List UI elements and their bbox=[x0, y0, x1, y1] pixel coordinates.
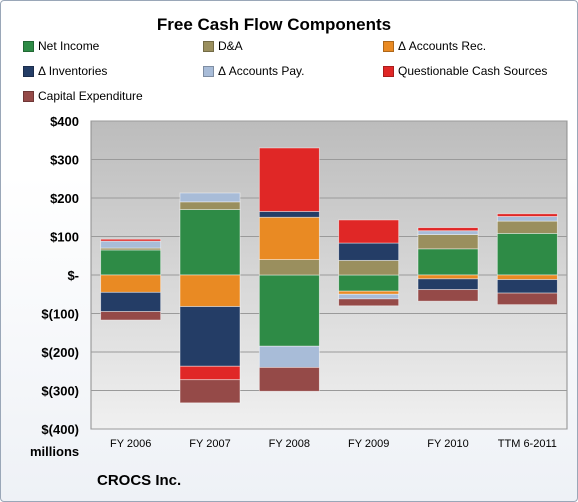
legend-swatch bbox=[23, 65, 34, 77]
y-tick-label: $- bbox=[67, 268, 79, 283]
bar-segment bbox=[338, 219, 400, 244]
legend-item: Δ Inventories bbox=[23, 64, 107, 78]
bar-segment bbox=[179, 201, 241, 210]
bar-segment bbox=[338, 290, 400, 295]
y-tick-label: $(200) bbox=[41, 345, 79, 360]
bar-segment bbox=[100, 240, 162, 249]
legend-label: Δ Accounts Pay. bbox=[218, 64, 305, 78]
company-label: CROCS Inc. bbox=[97, 472, 182, 489]
bar-segment bbox=[179, 274, 241, 307]
y-tick-label: $100 bbox=[50, 230, 79, 245]
bar-segment bbox=[417, 278, 479, 291]
x-tick-label: FY 2009 bbox=[348, 438, 389, 450]
x-tick-label: TTM 6-2011 bbox=[498, 438, 557, 450]
bar-segment bbox=[496, 274, 558, 281]
bar-segment bbox=[100, 274, 162, 293]
bar-segment bbox=[258, 274, 320, 347]
bar-segment bbox=[496, 233, 558, 276]
bar-segment bbox=[417, 274, 479, 280]
bar-segment bbox=[100, 238, 162, 242]
y-tick-label: $(400) bbox=[41, 422, 79, 437]
legend-swatch bbox=[203, 40, 214, 52]
bar-segment bbox=[258, 211, 320, 218]
legend-label: Questionable Cash Sources bbox=[398, 64, 548, 78]
bar-segment bbox=[338, 242, 400, 261]
y-tick-label: $(300) bbox=[41, 384, 79, 399]
bar-segment bbox=[179, 192, 241, 203]
legend-item: D&A bbox=[203, 39, 243, 53]
y-tick-label: $(100) bbox=[41, 307, 79, 322]
bar-segment bbox=[417, 248, 479, 276]
bar-segment bbox=[338, 298, 400, 307]
bar-segment bbox=[258, 345, 320, 368]
bar-segment bbox=[338, 274, 400, 292]
bar-segment bbox=[338, 259, 400, 276]
bar-segment bbox=[100, 311, 162, 321]
bar-segment bbox=[417, 227, 479, 232]
bar-segment bbox=[258, 147, 320, 212]
bar-segment bbox=[496, 216, 558, 222]
bar-segment bbox=[179, 209, 241, 276]
bar-segment bbox=[496, 292, 558, 306]
bar-segment bbox=[417, 230, 479, 235]
y-axis-unit-label: millions bbox=[30, 444, 79, 459]
bar-segment bbox=[100, 291, 162, 312]
legend-item: Net Income bbox=[23, 39, 99, 53]
legend-label: Δ Accounts Rec. bbox=[398, 39, 487, 53]
legend-item: Capital Expenditure bbox=[23, 89, 143, 103]
bar-segment bbox=[496, 220, 558, 234]
legend-item: Δ Accounts Pay. bbox=[203, 64, 305, 78]
y-tick-label: $200 bbox=[50, 191, 79, 206]
legend-swatch bbox=[383, 65, 394, 77]
chart-title: Free Cash Flow Components bbox=[156, 15, 392, 34]
x-tick-label: FY 2010 bbox=[427, 438, 468, 450]
y-tick-label: $400 bbox=[50, 114, 79, 129]
bar-segment bbox=[496, 279, 558, 294]
x-tick-label: FY 2006 bbox=[110, 438, 151, 450]
bar-segment bbox=[179, 306, 241, 367]
legend-swatch bbox=[383, 40, 394, 52]
legend-label: Δ Inventories bbox=[38, 64, 108, 78]
bar-segment bbox=[179, 365, 241, 381]
legend-swatch bbox=[23, 90, 34, 102]
bar-segment bbox=[496, 213, 558, 217]
legend-swatch bbox=[23, 40, 34, 52]
bar-segment bbox=[258, 259, 320, 276]
x-tick-label: FY 2008 bbox=[269, 438, 310, 450]
legend-swatch bbox=[203, 65, 214, 77]
bar-segment bbox=[258, 216, 320, 260]
y-tick-label: $300 bbox=[50, 153, 79, 168]
legend-item: Questionable Cash Sources bbox=[383, 64, 547, 78]
bar-segment bbox=[179, 379, 241, 404]
bar-segment bbox=[258, 366, 320, 392]
legend-label: Capital Expenditure bbox=[38, 89, 143, 103]
legend-label: Net Income bbox=[38, 39, 100, 53]
legend-item: Δ Accounts Rec. bbox=[383, 39, 486, 53]
bar-segment bbox=[338, 293, 400, 300]
legend-label: D&A bbox=[218, 39, 243, 53]
bar-segment bbox=[417, 289, 479, 302]
bar-segment bbox=[417, 234, 479, 250]
x-tick-label: FY 2007 bbox=[189, 438, 230, 450]
bar-segment bbox=[100, 249, 162, 276]
